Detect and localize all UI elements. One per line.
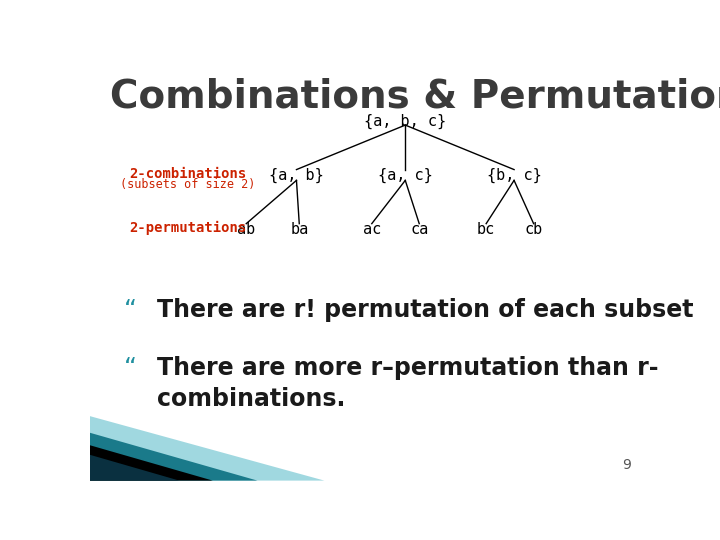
Text: ca: ca	[410, 221, 428, 237]
Text: “: “	[124, 298, 137, 322]
Polygon shape	[90, 433, 258, 481]
Text: cb: cb	[524, 221, 543, 237]
Text: ac: ac	[363, 221, 381, 237]
Text: bc: bc	[477, 221, 495, 237]
Text: There are r! permutation of each subset: There are r! permutation of each subset	[157, 298, 693, 322]
Text: ab: ab	[237, 221, 256, 237]
Text: {a, b}: {a, b}	[269, 167, 324, 183]
Text: combinations.: combinations.	[157, 387, 346, 411]
Text: {a, b, c}: {a, b, c}	[364, 113, 446, 129]
Text: “: “	[124, 356, 137, 380]
Text: (subsets of size 2): (subsets of size 2)	[120, 178, 256, 191]
Text: 9: 9	[622, 458, 631, 472]
Text: There are more r–permutation than r-: There are more r–permutation than r-	[157, 356, 659, 380]
Text: {b, c}: {b, c}	[487, 167, 541, 183]
Text: {a, c}: {a, c}	[378, 167, 433, 183]
Text: 2-permutations: 2-permutations	[129, 221, 246, 235]
Text: 2-combinations: 2-combinations	[129, 167, 246, 181]
Text: Combinations & Permutations: Combinations & Permutations	[109, 77, 720, 115]
Text: ba: ba	[290, 221, 308, 237]
Polygon shape	[90, 455, 179, 481]
Polygon shape	[90, 416, 324, 481]
Polygon shape	[90, 446, 213, 481]
